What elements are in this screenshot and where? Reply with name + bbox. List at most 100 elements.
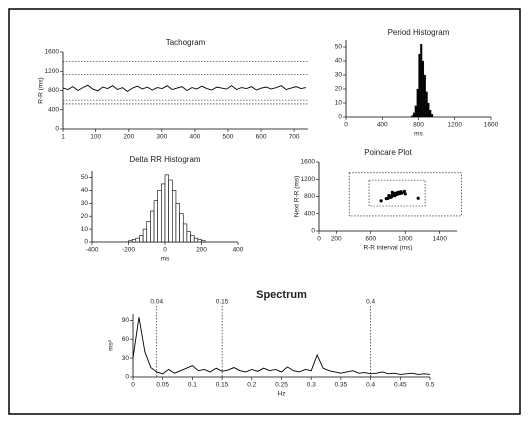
y-tick-label: 20: [335, 86, 343, 93]
x-tick-label: 500: [223, 134, 234, 141]
x-tick-label: 0.2: [247, 382, 256, 389]
x-axis-label: ms: [414, 131, 423, 138]
y-tick-label: 0: [338, 114, 342, 121]
histogram-bar: [161, 183, 166, 243]
band-marker-label: 0.04: [150, 299, 163, 306]
x-tick-label: -200: [122, 247, 135, 254]
y-axis-label: R-R (ms): [38, 77, 45, 103]
histogram-bar: [420, 44, 423, 118]
y-axis-label: ms²: [108, 339, 115, 351]
histogram-bar: [411, 115, 414, 118]
x-tick-label: 0: [317, 236, 321, 243]
y-tick-label: 0: [55, 126, 59, 133]
histogram-bar: [429, 109, 432, 118]
y-tick-label: 30: [81, 200, 89, 207]
chart-title: Period Histogram: [388, 28, 450, 37]
histogram-bar: [190, 235, 195, 243]
histogram-bar: [150, 210, 155, 243]
y-tick-label: 60: [122, 336, 130, 343]
y-tick-label: 800: [304, 193, 315, 200]
histogram-bar: [431, 114, 434, 118]
scatter-point: [395, 192, 399, 196]
histogram-bar: [197, 239, 202, 243]
scatter-point: [387, 194, 391, 198]
x-tick-label: 0: [163, 247, 167, 254]
histogram-bar: [139, 235, 144, 243]
y-tick-label: 1200: [45, 68, 60, 75]
band-marker-label: 0.15: [216, 299, 229, 306]
x-tick-label: 0.5: [425, 382, 434, 389]
histogram-bar: [175, 202, 180, 243]
y-tick-label: 1600: [45, 49, 60, 56]
x-tick-label: 1: [61, 134, 65, 141]
y-tick-label: 400: [304, 210, 315, 217]
y-tick-label: 0: [311, 228, 315, 235]
x-tick-label: 1400: [433, 236, 448, 243]
histogram-bar: [418, 53, 421, 118]
chart-title: Tachogram: [166, 38, 206, 47]
scatter-point: [402, 189, 406, 193]
y-tick-label: 40: [81, 187, 89, 194]
x-tick-label: 600: [365, 236, 376, 243]
scatter-point: [416, 196, 420, 200]
histogram-bar: [201, 240, 206, 243]
histogram-bar: [142, 228, 148, 243]
limit-box: [348, 172, 462, 217]
histogram-bar: [414, 105, 417, 118]
x-tick-label: 0.35: [335, 382, 348, 389]
histogram-bar: [164, 174, 169, 243]
x-tick-label: 800: [413, 122, 424, 129]
histogram-bar: [423, 74, 426, 118]
histogram-bar: [193, 237, 199, 243]
y-tick-label: 400: [48, 106, 59, 113]
y-axis-label: Next R-R (ms): [294, 176, 301, 218]
x-tick-label: 700: [289, 134, 300, 141]
x-tick-label: 400: [377, 122, 388, 129]
y-tick-label: 50: [81, 174, 89, 181]
y-tick-label: 10: [81, 226, 89, 233]
histogram-bar: [157, 190, 162, 243]
x-tick-label: 0.1: [188, 382, 197, 389]
histogram-bar: [427, 102, 430, 118]
x-tick-label: 100: [90, 134, 101, 141]
x-tick-label: 200: [196, 247, 207, 254]
x-axis-label: R-R interval (ms): [363, 245, 412, 252]
y-tick-label: 30: [335, 72, 343, 79]
histogram-bar: [128, 240, 133, 243]
histogram-bar: [182, 223, 188, 243]
y-tick-label: 1200: [301, 176, 316, 183]
histogram-bar: [146, 221, 151, 243]
x-tick-label: 200: [123, 134, 134, 141]
histogram-bar: [416, 88, 419, 118]
scatter-point: [379, 199, 383, 203]
chart-title: Spectrum: [256, 289, 307, 301]
x-tick-label: 0.25: [275, 382, 288, 389]
x-tick-label: 1200: [448, 122, 463, 129]
x-tick-label: 400: [233, 247, 244, 254]
x-tick-label: 600: [256, 134, 267, 141]
x-tick-label: 1600: [484, 122, 499, 129]
y-tick-label: 10: [335, 100, 343, 107]
histogram-bar: [131, 239, 137, 243]
chart-title: Poincare Plot: [364, 148, 412, 157]
histogram-bar: [172, 190, 177, 243]
x-tick-label: 400: [189, 134, 200, 141]
y-tick-label: 30: [122, 355, 130, 362]
scatter-point: [403, 192, 407, 196]
x-tick-label: 0: [131, 382, 135, 389]
scatter-point: [398, 191, 402, 196]
x-tick-label: 0.3: [307, 382, 316, 389]
histogram-bar: [168, 179, 173, 243]
histogram-bar: [135, 237, 140, 243]
scatter-point: [384, 197, 388, 201]
histogram-bar: [412, 112, 415, 118]
y-tick-label: 50: [335, 44, 343, 51]
data-line: [132, 317, 431, 375]
histogram-bar: [153, 200, 159, 243]
x-tick-label: 0.05: [156, 382, 169, 389]
y-tick-label: 90: [122, 317, 130, 324]
x-axis-label: Hz: [278, 391, 286, 398]
x-tick-label: 0: [344, 122, 348, 129]
histogram-bar: [179, 213, 184, 243]
